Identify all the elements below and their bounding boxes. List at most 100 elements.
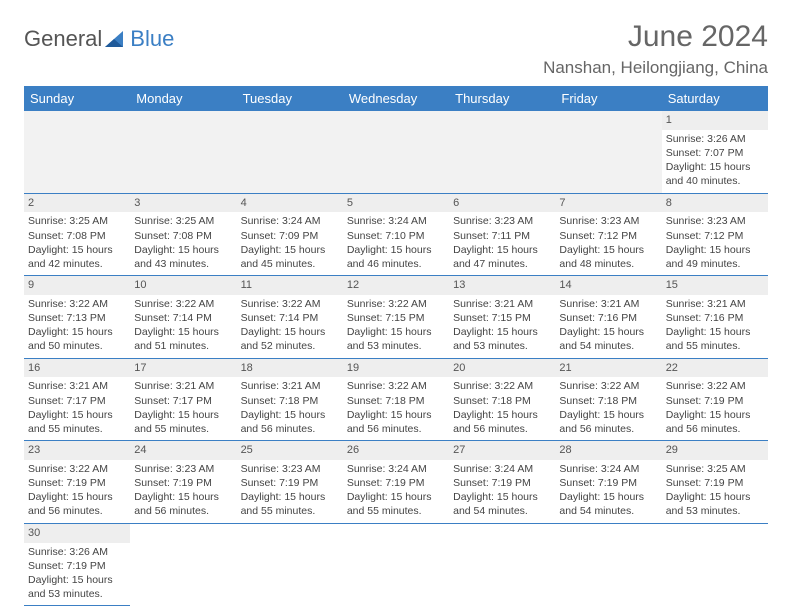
day-number: 23 — [24, 441, 130, 460]
day-number: 18 — [237, 359, 343, 378]
calendar-cell: 3Sunrise: 3:25 AMSunset: 7:08 PMDaylight… — [130, 193, 236, 276]
weekday-header: Monday — [130, 86, 236, 111]
calendar-cell — [449, 523, 555, 606]
day-info: Sunrise: 3:25 AMSunset: 7:08 PMDaylight:… — [24, 212, 130, 275]
day-info: Sunrise: 3:22 AMSunset: 7:19 PMDaylight:… — [24, 460, 130, 523]
day-number: 12 — [343, 276, 449, 295]
calendar-table: SundayMondayTuesdayWednesdayThursdayFrid… — [24, 86, 768, 606]
day-number: 8 — [662, 194, 768, 213]
calendar-cell — [449, 111, 555, 193]
day-info: Sunrise: 3:21 AMSunset: 7:16 PMDaylight:… — [555, 295, 661, 358]
logo: General Blue — [24, 26, 174, 52]
day-info: Sunrise: 3:25 AMSunset: 7:19 PMDaylight:… — [662, 460, 768, 523]
calendar-cell — [343, 523, 449, 606]
day-info: Sunrise: 3:24 AMSunset: 7:19 PMDaylight:… — [449, 460, 555, 523]
day-number: 6 — [449, 194, 555, 213]
calendar-cell — [555, 111, 661, 193]
day-info: Sunrise: 3:22 AMSunset: 7:13 PMDaylight:… — [24, 295, 130, 358]
day-number: 17 — [130, 359, 236, 378]
calendar-cell: 28Sunrise: 3:24 AMSunset: 7:19 PMDayligh… — [555, 441, 661, 524]
day-info: Sunrise: 3:22 AMSunset: 7:14 PMDaylight:… — [237, 295, 343, 358]
calendar-cell: 14Sunrise: 3:21 AMSunset: 7:16 PMDayligh… — [555, 276, 661, 359]
calendar-cell — [237, 111, 343, 193]
day-number: 25 — [237, 441, 343, 460]
calendar-cell: 2Sunrise: 3:25 AMSunset: 7:08 PMDaylight… — [24, 193, 130, 276]
calendar-cell — [24, 111, 130, 193]
logo-text-2: Blue — [130, 26, 174, 52]
calendar-cell: 17Sunrise: 3:21 AMSunset: 7:17 PMDayligh… — [130, 358, 236, 441]
calendar-cell: 22Sunrise: 3:22 AMSunset: 7:19 PMDayligh… — [662, 358, 768, 441]
calendar-cell — [343, 111, 449, 193]
day-info: Sunrise: 3:22 AMSunset: 7:19 PMDaylight:… — [662, 377, 768, 440]
calendar-cell: 15Sunrise: 3:21 AMSunset: 7:16 PMDayligh… — [662, 276, 768, 359]
day-number: 22 — [662, 359, 768, 378]
day-info: Sunrise: 3:22 AMSunset: 7:14 PMDaylight:… — [130, 295, 236, 358]
calendar-cell: 6Sunrise: 3:23 AMSunset: 7:11 PMDaylight… — [449, 193, 555, 276]
day-number: 7 — [555, 194, 661, 213]
day-info: Sunrise: 3:22 AMSunset: 7:18 PMDaylight:… — [555, 377, 661, 440]
calendar-cell: 30Sunrise: 3:26 AMSunset: 7:19 PMDayligh… — [24, 523, 130, 606]
weekday-header: Tuesday — [237, 86, 343, 111]
calendar-cell: 25Sunrise: 3:23 AMSunset: 7:19 PMDayligh… — [237, 441, 343, 524]
calendar-cell: 4Sunrise: 3:24 AMSunset: 7:09 PMDaylight… — [237, 193, 343, 276]
day-number: 5 — [343, 194, 449, 213]
weekday-header: Wednesday — [343, 86, 449, 111]
calendar-cell: 23Sunrise: 3:22 AMSunset: 7:19 PMDayligh… — [24, 441, 130, 524]
weekday-header: Thursday — [449, 86, 555, 111]
day-number: 26 — [343, 441, 449, 460]
day-number: 27 — [449, 441, 555, 460]
calendar-cell: 7Sunrise: 3:23 AMSunset: 7:12 PMDaylight… — [555, 193, 661, 276]
day-number: 30 — [24, 524, 130, 543]
month-title: June 2024 — [543, 20, 768, 54]
calendar-cell: 19Sunrise: 3:22 AMSunset: 7:18 PMDayligh… — [343, 358, 449, 441]
day-info: Sunrise: 3:23 AMSunset: 7:19 PMDaylight:… — [130, 460, 236, 523]
calendar-cell — [130, 523, 236, 606]
day-info: Sunrise: 3:24 AMSunset: 7:19 PMDaylight:… — [343, 460, 449, 523]
calendar-cell: 10Sunrise: 3:22 AMSunset: 7:14 PMDayligh… — [130, 276, 236, 359]
day-number: 13 — [449, 276, 555, 295]
day-info: Sunrise: 3:24 AMSunset: 7:09 PMDaylight:… — [237, 212, 343, 275]
calendar-cell: 26Sunrise: 3:24 AMSunset: 7:19 PMDayligh… — [343, 441, 449, 524]
day-info: Sunrise: 3:23 AMSunset: 7:11 PMDaylight:… — [449, 212, 555, 275]
location: Nanshan, Heilongjiang, China — [543, 58, 768, 78]
calendar-cell: 24Sunrise: 3:23 AMSunset: 7:19 PMDayligh… — [130, 441, 236, 524]
weekday-header: Saturday — [662, 86, 768, 111]
day-info: Sunrise: 3:21 AMSunset: 7:18 PMDaylight:… — [237, 377, 343, 440]
logo-text-1: General — [24, 26, 102, 52]
day-info: Sunrise: 3:21 AMSunset: 7:16 PMDaylight:… — [662, 295, 768, 358]
calendar-cell: 13Sunrise: 3:21 AMSunset: 7:15 PMDayligh… — [449, 276, 555, 359]
day-info: Sunrise: 3:25 AMSunset: 7:08 PMDaylight:… — [130, 212, 236, 275]
day-info: Sunrise: 3:23 AMSunset: 7:19 PMDaylight:… — [237, 460, 343, 523]
day-info: Sunrise: 3:21 AMSunset: 7:15 PMDaylight:… — [449, 295, 555, 358]
day-number: 19 — [343, 359, 449, 378]
calendar-cell — [130, 111, 236, 193]
day-number: 10 — [130, 276, 236, 295]
calendar-cell: 27Sunrise: 3:24 AMSunset: 7:19 PMDayligh… — [449, 441, 555, 524]
calendar-cell: 1Sunrise: 3:26 AMSunset: 7:07 PMDaylight… — [662, 111, 768, 193]
day-info: Sunrise: 3:22 AMSunset: 7:15 PMDaylight:… — [343, 295, 449, 358]
calendar-cell — [662, 523, 768, 606]
calendar-cell: 11Sunrise: 3:22 AMSunset: 7:14 PMDayligh… — [237, 276, 343, 359]
calendar-cell: 18Sunrise: 3:21 AMSunset: 7:18 PMDayligh… — [237, 358, 343, 441]
day-info: Sunrise: 3:23 AMSunset: 7:12 PMDaylight:… — [555, 212, 661, 275]
day-number: 29 — [662, 441, 768, 460]
day-number: 2 — [24, 194, 130, 213]
calendar-cell: 21Sunrise: 3:22 AMSunset: 7:18 PMDayligh… — [555, 358, 661, 441]
day-number: 4 — [237, 194, 343, 213]
logo-sail-icon — [105, 30, 127, 48]
day-info: Sunrise: 3:26 AMSunset: 7:07 PMDaylight:… — [662, 130, 768, 193]
day-number: 1 — [662, 111, 768, 130]
day-info: Sunrise: 3:22 AMSunset: 7:18 PMDaylight:… — [343, 377, 449, 440]
weekday-header: Sunday — [24, 86, 130, 111]
day-number: 28 — [555, 441, 661, 460]
day-info: Sunrise: 3:21 AMSunset: 7:17 PMDaylight:… — [24, 377, 130, 440]
calendar-cell: 8Sunrise: 3:23 AMSunset: 7:12 PMDaylight… — [662, 193, 768, 276]
day-number: 16 — [24, 359, 130, 378]
day-number: 20 — [449, 359, 555, 378]
day-info: Sunrise: 3:21 AMSunset: 7:17 PMDaylight:… — [130, 377, 236, 440]
day-number: 3 — [130, 194, 236, 213]
calendar-cell: 16Sunrise: 3:21 AMSunset: 7:17 PMDayligh… — [24, 358, 130, 441]
calendar-cell: 5Sunrise: 3:24 AMSunset: 7:10 PMDaylight… — [343, 193, 449, 276]
day-number: 21 — [555, 359, 661, 378]
day-number: 11 — [237, 276, 343, 295]
